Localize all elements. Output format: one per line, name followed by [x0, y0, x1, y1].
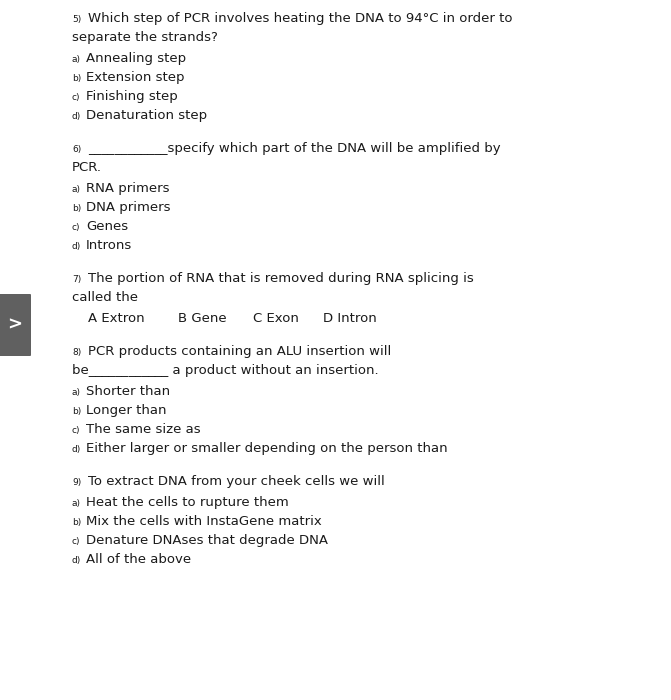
Text: c): c) — [72, 223, 81, 232]
Text: >: > — [7, 316, 23, 334]
Text: PCR.: PCR. — [72, 161, 102, 174]
Text: C Exon: C Exon — [253, 312, 299, 325]
Text: b): b) — [72, 204, 81, 213]
Text: To extract DNA from your cheek cells we will: To extract DNA from your cheek cells we … — [88, 475, 384, 488]
Text: The portion of RNA that is removed during RNA splicing is: The portion of RNA that is removed durin… — [88, 272, 474, 285]
FancyBboxPatch shape — [0, 294, 31, 356]
Text: b): b) — [72, 74, 81, 83]
Text: a): a) — [72, 499, 81, 508]
Text: b): b) — [72, 518, 81, 527]
Text: called the: called the — [72, 291, 138, 304]
Text: Denaturation step: Denaturation step — [86, 109, 207, 122]
Text: c): c) — [72, 537, 81, 546]
Text: Heat the cells to rupture them: Heat the cells to rupture them — [86, 496, 289, 509]
Text: All of the above: All of the above — [86, 553, 191, 566]
Text: 6): 6) — [72, 145, 81, 154]
Text: Finishing step: Finishing step — [86, 90, 178, 103]
Text: a): a) — [72, 55, 81, 64]
Text: d): d) — [72, 242, 81, 251]
Text: RNA primers: RNA primers — [86, 182, 170, 195]
Text: a): a) — [72, 185, 81, 194]
Text: 7): 7) — [72, 275, 81, 284]
Text: Genes: Genes — [86, 220, 128, 233]
Text: 9): 9) — [72, 478, 81, 487]
Text: Which step of PCR involves heating the DNA to 94°C in order to: Which step of PCR involves heating the D… — [88, 12, 513, 25]
Text: b): b) — [72, 407, 81, 416]
Text: D Intron: D Intron — [323, 312, 376, 325]
Text: be____________ a product without an insertion.: be____________ a product without an inse… — [72, 364, 378, 377]
Text: DNA primers: DNA primers — [86, 201, 170, 214]
Text: The same size as: The same size as — [86, 423, 201, 436]
Text: c): c) — [72, 426, 81, 435]
Text: c): c) — [72, 93, 81, 102]
Text: separate the strands?: separate the strands? — [72, 31, 218, 44]
Text: Denature DNAses that degrade DNA: Denature DNAses that degrade DNA — [86, 534, 328, 547]
Text: Extension step: Extension step — [86, 71, 185, 84]
Text: B Gene: B Gene — [178, 312, 227, 325]
Text: 8): 8) — [72, 348, 81, 357]
Text: Shorter than: Shorter than — [86, 385, 170, 398]
Text: Mix the cells with InstaGene matrix: Mix the cells with InstaGene matrix — [86, 515, 322, 528]
Text: d): d) — [72, 556, 81, 565]
Text: Longer than: Longer than — [86, 404, 166, 417]
Text: d): d) — [72, 445, 81, 454]
Text: PCR products containing an ALU insertion will: PCR products containing an ALU insertion… — [88, 345, 391, 358]
Text: a): a) — [72, 388, 81, 397]
Text: 5): 5) — [72, 15, 81, 24]
Text: ____________specify which part of the DNA will be amplified by: ____________specify which part of the DN… — [88, 142, 501, 155]
Text: Either larger or smaller depending on the person than: Either larger or smaller depending on th… — [86, 442, 448, 455]
Text: Annealing step: Annealing step — [86, 52, 186, 65]
Text: A Extron: A Extron — [88, 312, 145, 325]
Text: d): d) — [72, 112, 81, 121]
Text: Introns: Introns — [86, 239, 132, 252]
